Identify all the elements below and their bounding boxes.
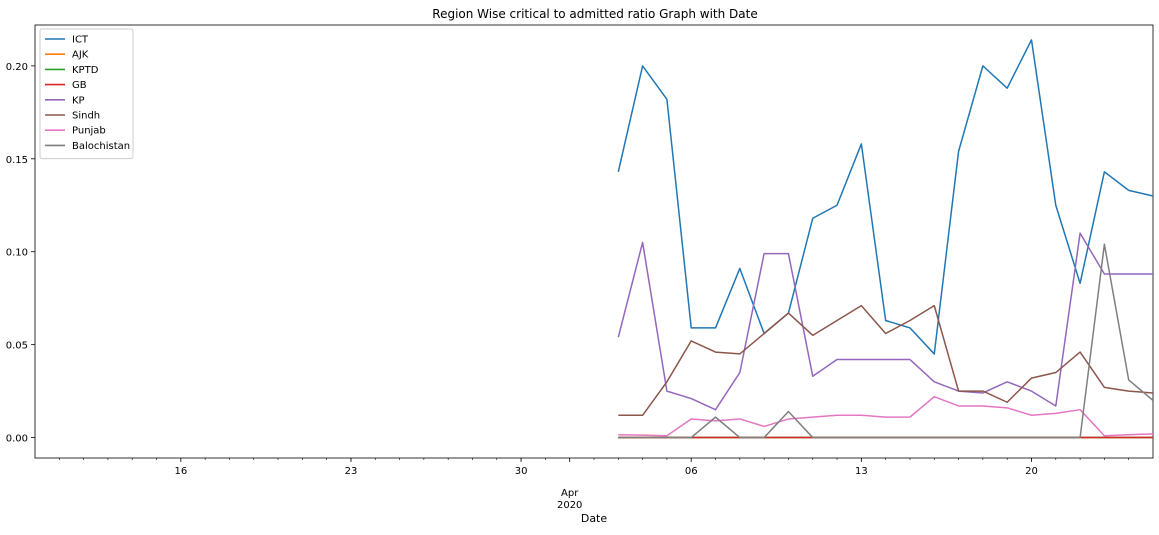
legend-label: AJK	[72, 50, 89, 61]
x-year-label: 2020	[557, 500, 582, 511]
legend-label: Balochistan	[72, 141, 130, 152]
x-tick-label: 23	[345, 466, 358, 477]
x-tick-label: 06	[685, 466, 698, 477]
series-line-punjab	[618, 395, 1153, 437]
series-layer	[617, 39, 1153, 439]
legend-label: Punjab	[72, 126, 106, 137]
y-axis: 0.00 0.05 0.10 0.15 0.20	[6, 62, 35, 445]
x-tick-label: 13	[855, 466, 868, 477]
legend-label: ICT	[72, 35, 89, 46]
series-line-kp	[617, 232, 1153, 411]
y-tick-label: 0.10	[6, 248, 28, 259]
y-tick-label: 0.20	[6, 62, 28, 73]
x-month-label: Apr	[561, 488, 579, 499]
y-tick-label: 0.00	[6, 434, 28, 445]
x-tick-label: 16	[174, 466, 187, 477]
series-line-ict	[617, 39, 1153, 355]
series-line-sindh	[618, 304, 1153, 417]
y-tick-label: 0.15	[6, 155, 28, 166]
x-tick-label: 20	[1025, 466, 1038, 477]
legend-label: GB	[72, 80, 87, 91]
legend-label: KPTD	[72, 65, 99, 76]
y-tick-label: 0.05	[6, 341, 28, 352]
chart-title: Region Wise critical to admitted ratio G…	[432, 7, 757, 21]
x-axis-label: Date	[581, 512, 608, 525]
series-line-balochistan	[618, 243, 1153, 439]
legend-box	[39, 28, 134, 160]
legend: ICT AJK KPTD GB KP Sindh Punjab Balochistan	[39, 28, 134, 160]
plot-frame	[34, 24, 1154, 459]
legend-label: Sindh	[72, 111, 100, 122]
legend-label: KP	[72, 95, 85, 106]
x-tick-label: 30	[515, 466, 528, 477]
